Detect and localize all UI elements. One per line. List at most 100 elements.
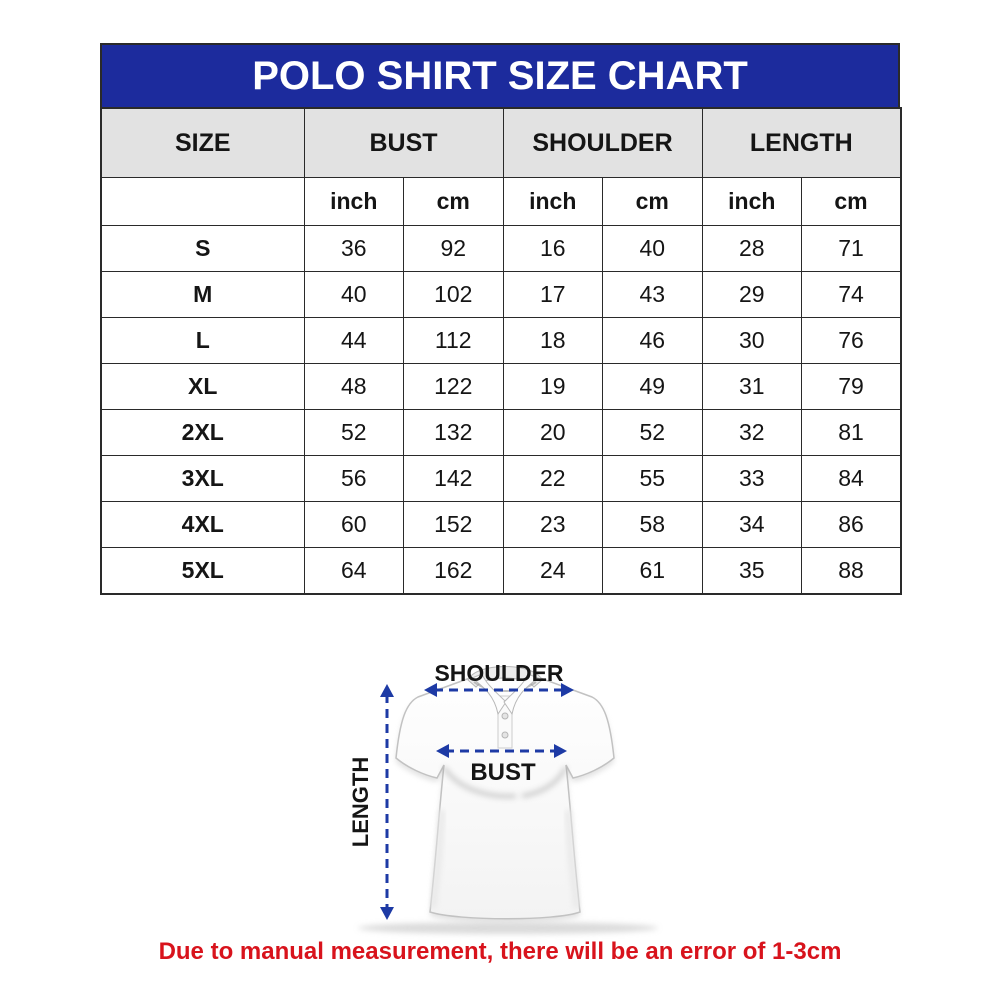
table-cell: 34 — [701, 501, 803, 548]
table-cell: 55 — [602, 455, 703, 502]
measurement-diagram: SHOULDER BUST LENGTH — [340, 640, 680, 940]
table-cell: 71 — [801, 225, 902, 272]
unit-header: cm — [801, 177, 902, 226]
collar-flap-right — [503, 673, 539, 716]
right-fold-shade — [565, 809, 580, 909]
size-label: 5XL — [100, 547, 305, 595]
table-units-row: inch cm inch cm inch cm — [100, 177, 902, 226]
size-label: 3XL — [100, 455, 305, 502]
unit-header: cm — [602, 177, 703, 226]
table-row-xl: XL 48 122 19 49 31 79 — [100, 363, 902, 410]
table-row-2xl: 2XL 52 132 20 52 32 81 — [100, 409, 902, 456]
table-cell: 32 — [701, 409, 803, 456]
table-cell: 112 — [403, 317, 504, 364]
table-cell: 102 — [403, 271, 504, 318]
table-cell: 23 — [502, 501, 603, 548]
size-table: SIZE BUST SHOULDER LENGTH inch cm inch c… — [100, 107, 903, 595]
table-cell: 60 — [303, 501, 404, 548]
table-cell: 52 — [602, 409, 703, 456]
col-header-size: SIZE — [100, 107, 305, 178]
table-cell: 56 — [303, 455, 404, 502]
collar-under-shadow — [473, 681, 537, 692]
table-cell: 44 — [303, 317, 404, 364]
table-cell: 18 — [502, 317, 603, 364]
size-label: M — [100, 271, 305, 318]
table-row-3xl: 3XL 56 142 22 55 33 84 — [100, 455, 902, 502]
unit-header: inch — [502, 177, 603, 226]
empty-cell — [100, 177, 305, 226]
length-label: LENGTH — [348, 757, 373, 847]
table-cell: 84 — [801, 455, 902, 502]
polo-shirt-illustration: SHOULDER BUST LENGTH — [348, 660, 658, 934]
col-header-length: LENGTH — [701, 107, 902, 178]
bust-label: BUST — [470, 759, 536, 786]
shirt-ground-shadow — [358, 922, 658, 934]
size-label: L — [100, 317, 305, 364]
table-cell: 74 — [801, 271, 902, 318]
table-cell: 40 — [602, 225, 703, 272]
table-cell: 40 — [303, 271, 404, 318]
table-row-l: L 44 112 18 46 30 76 — [100, 317, 902, 364]
chart-title-bar: POLO SHIRT SIZE CHART — [100, 43, 900, 107]
right-underarm-shadow — [521, 766, 568, 798]
size-chart-container: POLO SHIRT SIZE CHART SIZE BUST SHOULDER… — [100, 43, 903, 595]
table-cell: 24 — [502, 547, 603, 595]
table-cell: 92 — [403, 225, 504, 272]
table-row-m: M 40 102 17 43 29 74 — [100, 271, 902, 318]
table-cell: 22 — [502, 455, 603, 502]
table-cell: 81 — [801, 409, 902, 456]
unit-header: inch — [701, 177, 803, 226]
col-header-shoulder: SHOULDER — [502, 107, 703, 178]
table-cell: 35 — [701, 547, 803, 595]
measurement-note: Due to manual measurement, there will be… — [158, 938, 842, 965]
size-label: S — [100, 225, 305, 272]
table-cell: 43 — [602, 271, 703, 318]
table-cell: 28 — [701, 225, 803, 272]
table-cell: 48 — [303, 363, 404, 410]
collar-back — [467, 666, 543, 688]
size-label: XL — [100, 363, 305, 410]
table-row-5xl: 5XL 64 162 24 61 35 88 — [100, 547, 902, 595]
table-cell: 31 — [701, 363, 803, 410]
bust-arrow — [436, 744, 567, 758]
table-cell: 36 — [303, 225, 404, 272]
col-header-bust: BUST — [303, 107, 504, 178]
button-bottom — [501, 731, 509, 739]
table-cell: 76 — [801, 317, 902, 364]
table-cell: 46 — [602, 317, 703, 364]
table-row-4xl: 4XL 60 152 23 58 34 86 — [100, 501, 902, 548]
table-cell: 29 — [701, 271, 803, 318]
table-cell: 17 — [502, 271, 603, 318]
table-cell: 61 — [602, 547, 703, 595]
table-cell: 142 — [403, 455, 504, 502]
table-cell: 33 — [701, 455, 803, 502]
unit-header: inch — [303, 177, 404, 226]
button-top — [501, 712, 509, 720]
table-cell: 19 — [502, 363, 603, 410]
shoulder-label: SHOULDER — [434, 660, 563, 686]
table-cell: 152 — [403, 501, 504, 548]
table-cell: 79 — [801, 363, 902, 410]
unit-header: cm — [403, 177, 504, 226]
size-label: 2XL — [100, 409, 305, 456]
table-cell: 86 — [801, 501, 902, 548]
table-cell: 162 — [403, 547, 504, 595]
table-cell: 30 — [701, 317, 803, 364]
table-cell: 58 — [602, 501, 703, 548]
size-label: 4XL — [100, 501, 305, 548]
table-row-s: S 36 92 16 40 28 71 — [100, 225, 902, 272]
table-cell: 52 — [303, 409, 404, 456]
table-cell: 16 — [502, 225, 603, 272]
table-cell: 20 — [502, 409, 603, 456]
table-group-header-row: SIZE BUST SHOULDER LENGTH — [100, 107, 902, 178]
length-arrow — [380, 684, 394, 920]
table-cell: 122 — [403, 363, 504, 410]
chart-title: POLO SHIRT SIZE CHART — [252, 53, 748, 98]
left-underarm-shadow — [442, 765, 517, 799]
table-cell: 88 — [801, 547, 902, 595]
shoulder-arrow — [424, 683, 574, 697]
left-fold-shade — [430, 809, 445, 909]
table-cell: 132 — [403, 409, 504, 456]
table-cell: 49 — [602, 363, 703, 410]
